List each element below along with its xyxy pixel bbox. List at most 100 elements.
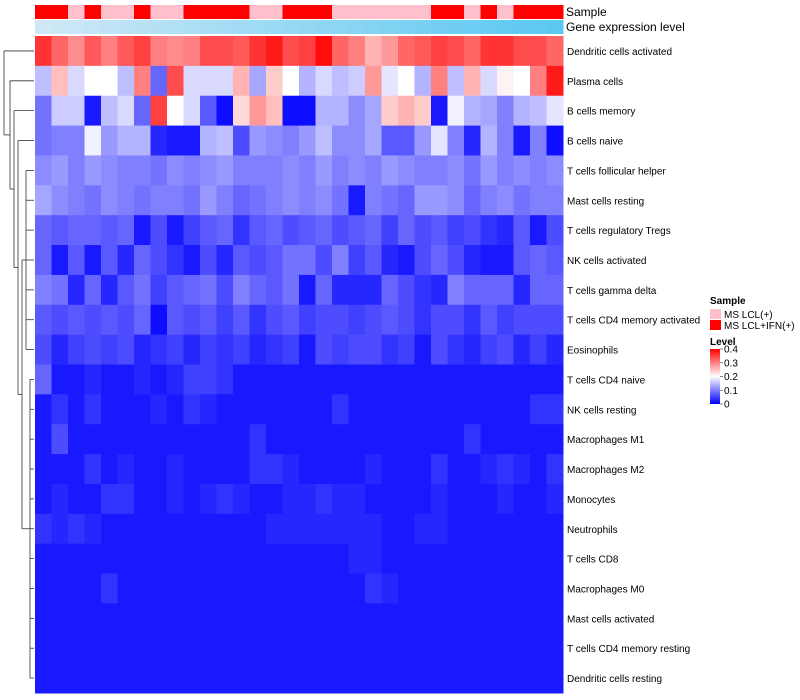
heatmap-cell (315, 454, 333, 485)
expression-cell (299, 20, 316, 34)
heatmap-cell (117, 185, 135, 216)
sample-cell (150, 5, 168, 19)
heatmap-cell (249, 155, 267, 186)
heatmap-cell (530, 185, 547, 216)
heatmap-cell (233, 125, 250, 156)
heatmap-cell (497, 394, 514, 425)
heatmap-cell (266, 155, 283, 186)
expression-cell (233, 20, 250, 34)
heatmap-cell (365, 245, 382, 276)
heatmap-cell (414, 215, 432, 246)
heatmap-cell (200, 36, 217, 67)
heatmap-cell (117, 543, 135, 575)
heatmap-cell (249, 603, 267, 634)
heatmap-cell (348, 394, 366, 425)
heatmap-cell (447, 483, 465, 515)
heatmap-cell (332, 424, 349, 455)
heatmap-cell (315, 633, 333, 664)
heatmap-cell (299, 274, 316, 306)
heatmap-cell (464, 454, 481, 485)
expression-cell (266, 20, 283, 34)
legend-colorbar (710, 349, 720, 404)
heatmap-cell (101, 65, 118, 97)
heatmap-cell (447, 663, 465, 694)
sample-annotation-track (35, 5, 564, 19)
heatmap-cell (414, 573, 432, 604)
heatmap-cell (282, 36, 300, 67)
heatmap-cell (315, 483, 333, 515)
heatmap-cell (513, 334, 531, 365)
heatmap-cell (101, 454, 118, 485)
expression-cell (398, 20, 415, 34)
heatmap-cell (365, 65, 382, 97)
heatmap-cell (68, 274, 85, 306)
heatmap-cell (513, 364, 531, 395)
heatmap-cell (332, 215, 349, 246)
heatmap-cell (167, 513, 184, 545)
heatmap-cell (398, 394, 415, 425)
heatmap-cell (332, 95, 349, 127)
heatmap-cell (150, 215, 168, 246)
sample-cell (51, 5, 69, 19)
heatmap-cell (497, 185, 514, 216)
heatmap-cell (35, 424, 52, 455)
heatmap-cell (464, 36, 481, 67)
heatmap-cell (200, 65, 217, 97)
heatmap-cell (167, 424, 184, 455)
heatmap-cell (233, 65, 250, 97)
heatmap-cell (530, 334, 547, 365)
heatmap-cell (299, 543, 316, 575)
heatmap-cell (332, 603, 349, 634)
row-label: B cells naive (567, 137, 624, 148)
expression-cell (480, 20, 498, 34)
heatmap-cell (447, 334, 465, 365)
heatmap-cell (513, 95, 531, 127)
heatmap-cell (233, 95, 250, 127)
heatmap-cell (464, 543, 481, 575)
expression-cell (84, 20, 102, 34)
heatmap-cell (332, 65, 349, 97)
heatmap-cell (315, 603, 333, 634)
heatmap-cell (365, 95, 382, 127)
expression-cell (431, 20, 448, 34)
heatmap-cell (414, 274, 432, 306)
heatmap-cell (381, 633, 399, 664)
heatmap-cell (398, 304, 415, 336)
heatmap-cell (381, 364, 399, 395)
heatmap-cell (51, 663, 69, 694)
heatmap-cell (464, 125, 481, 156)
heatmap-cell (68, 125, 85, 156)
heatmap-cell (183, 513, 201, 545)
heatmap-cell (332, 155, 349, 186)
heatmap-cell (216, 633, 234, 664)
heatmap-cell (167, 633, 184, 664)
heatmap-cell (480, 603, 498, 634)
heatmap-cell (530, 95, 547, 127)
heatmap-cell (464, 155, 481, 186)
heatmap-cell (117, 454, 135, 485)
heatmap-cell (497, 245, 514, 276)
row-label: B cells memory (567, 107, 635, 118)
heatmap-cell (299, 364, 316, 395)
heatmap-cell (513, 215, 531, 246)
heatmap-cell (365, 513, 382, 545)
heatmap-cell (150, 483, 168, 515)
heatmap-cell (332, 185, 349, 216)
heatmap-cell (167, 573, 184, 604)
heatmap-cell (266, 543, 283, 575)
heatmap-cell (35, 573, 52, 604)
heatmap-cell (249, 245, 267, 276)
expression-cell (530, 20, 547, 34)
heatmap-cell (282, 155, 300, 186)
heatmap-cell (134, 274, 151, 306)
heatmap-cell (398, 424, 415, 455)
heatmap-cell (414, 543, 432, 575)
heatmap-cell (513, 125, 531, 156)
heatmap-cell (101, 543, 118, 575)
heatmap-cell (167, 215, 184, 246)
heatmap-cell (216, 364, 234, 395)
heatmap-cell (200, 274, 217, 306)
heatmap-cell (134, 603, 151, 634)
heatmap-cell (101, 483, 118, 515)
heatmap-cell (68, 663, 85, 694)
